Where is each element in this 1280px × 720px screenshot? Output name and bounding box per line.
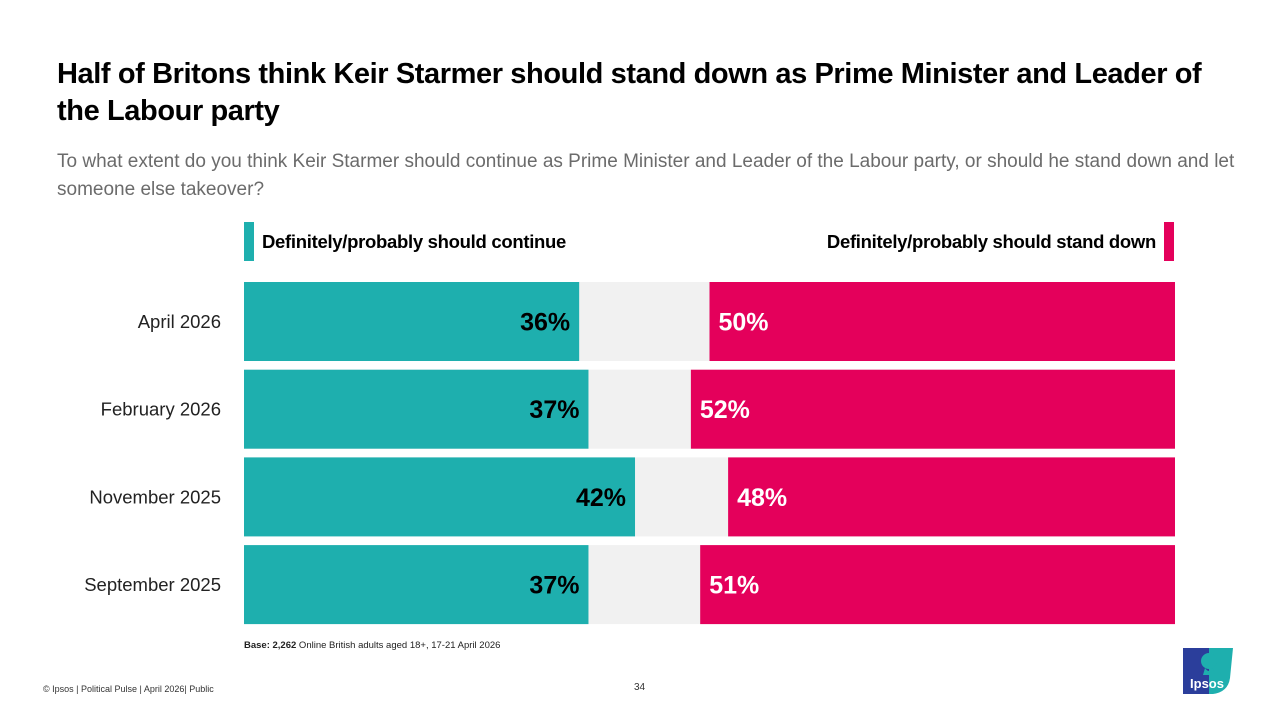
page-number: 34: [634, 682, 646, 693]
value-label-stand-down: 48%: [737, 484, 787, 512]
ipsos-logo: Ipsos: [1183, 648, 1233, 694]
bar-continue: [244, 545, 589, 625]
value-label-continue: 37%: [529, 396, 579, 424]
legend-label-stand-down: Definitely/probably should stand down: [826, 230, 1156, 252]
category-label: April 2026: [138, 311, 221, 332]
value-label-continue: 36%: [520, 309, 570, 337]
chart: April 2026 36% 50% February 2026 37% 52% Novem…: [84, 282, 1175, 625]
value-label-continue: 37%: [529, 572, 579, 600]
category-label: September 2025: [84, 574, 221, 595]
page-title: Half of Britons think Keir Starmer shoul…: [57, 58, 1202, 127]
page-subtitle: To what extent do you think Keir Starmer…: [57, 151, 1235, 200]
bar-stand-down: [690, 369, 1175, 449]
legend-label-continue: Definitely/probably should continue: [262, 230, 567, 252]
value-label-continue: 42%: [576, 484, 626, 512]
base-text: Online British adults aged 18+, 17-21 Ap…: [296, 640, 501, 651]
base-note: Base: 2,262 Online British adults aged 1…: [244, 640, 500, 651]
value-label-stand-down: 51%: [709, 572, 759, 600]
legend-swatch-continue: [244, 222, 254, 261]
legend-stand-down: Definitely/probably should stand down: [827, 222, 1174, 261]
bar-continue: [244, 282, 580, 361]
logo-text: Ipsos: [1190, 676, 1224, 691]
base-label: Base: 2,262: [244, 640, 297, 651]
footer-text: © Ipsos | Political Pulse | April 2026| …: [43, 684, 214, 694]
category-label: November 2025: [89, 486, 221, 507]
bar-stand-down: [728, 457, 1175, 537]
category-label: February 2026: [101, 399, 221, 420]
value-label-stand-down: 50%: [719, 309, 769, 337]
value-label-stand-down: 52%: [700, 396, 750, 424]
bar-stand-down: [709, 282, 1175, 361]
bar-continue: [244, 369, 589, 449]
bar-continue: [244, 457, 636, 537]
bar-stand-down: [700, 545, 1175, 625]
legend-continue: Definitely/probably should continue: [244, 222, 566, 261]
legend-swatch-stand-down: [1164, 222, 1174, 261]
